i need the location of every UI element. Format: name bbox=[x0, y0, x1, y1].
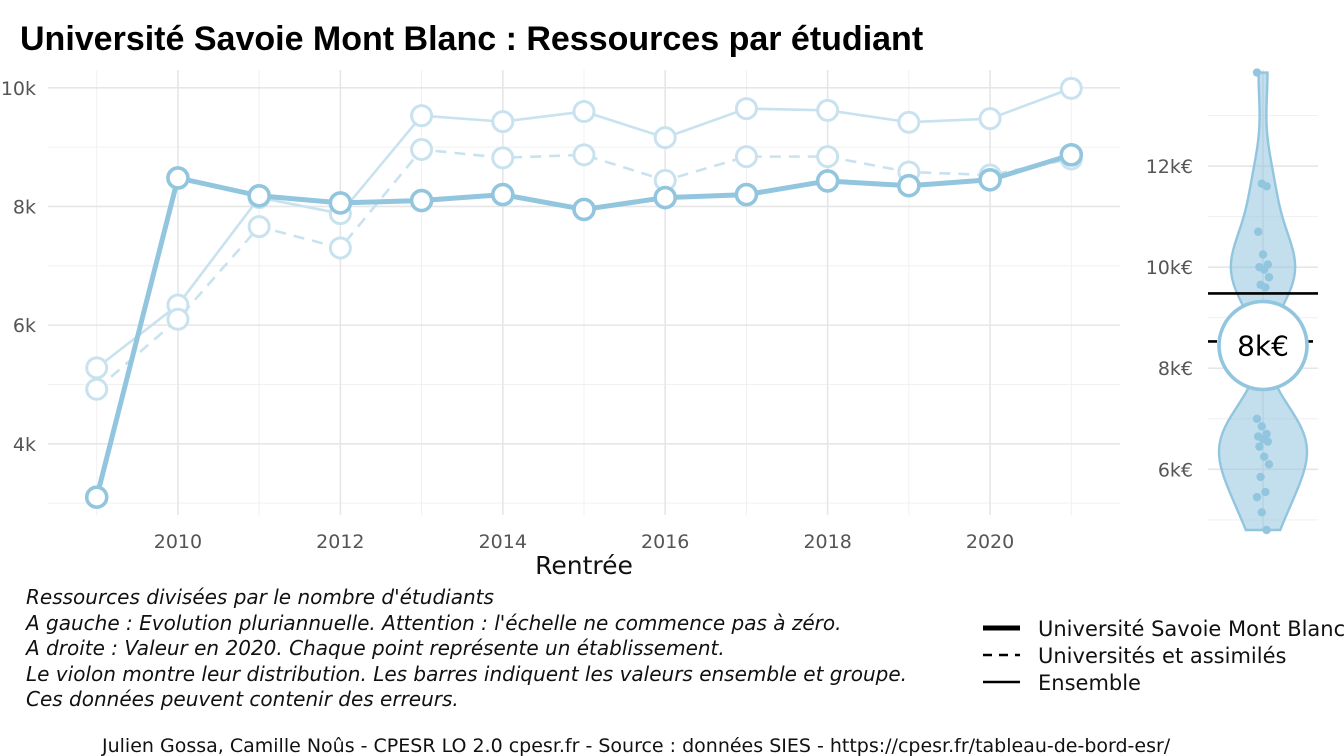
data-point bbox=[734, 97, 758, 121]
establishment-point bbox=[1257, 508, 1267, 517]
data-point bbox=[978, 167, 1002, 192]
highlight-badge bbox=[1217, 299, 1309, 392]
establishment-point bbox=[1262, 182, 1271, 191]
data-point bbox=[816, 98, 840, 122]
establishment-point bbox=[1264, 460, 1274, 469]
caption-line: A droite : Valeur en 2020. Chaque point … bbox=[24, 636, 725, 660]
data-point bbox=[410, 104, 434, 128]
establishment-point bbox=[1258, 250, 1268, 259]
data-point bbox=[816, 145, 840, 169]
y-tick-label: 10k bbox=[1, 78, 36, 100]
establishment-point bbox=[1255, 442, 1264, 451]
data-point bbox=[1059, 143, 1084, 167]
y-tick-label: 8k bbox=[13, 196, 36, 218]
data-point bbox=[247, 215, 271, 239]
x-tick-label: 2014 bbox=[479, 531, 527, 553]
establishment-point bbox=[1254, 227, 1263, 236]
data-point bbox=[490, 182, 515, 207]
x-axis-title: Rentrée bbox=[535, 551, 633, 580]
x-tick-label: 2016 bbox=[641, 531, 689, 553]
data-point bbox=[1059, 76, 1083, 100]
establishment-point bbox=[1252, 68, 1262, 77]
line-panel: 4k 6k 8k 10k 2010 2012 2014 2016 2018 2020 Rentrée bbox=[1, 70, 1120, 580]
establishment-point bbox=[1257, 422, 1267, 431]
data-point bbox=[572, 100, 596, 124]
chart-title: Université Savoie Mont Blanc : Ressource… bbox=[20, 20, 923, 58]
legend: Université Savoie Mont Blanc Universités… bbox=[983, 617, 1344, 695]
legend-label: Université Savoie Mont Blanc bbox=[1038, 617, 1344, 641]
establishment-point bbox=[1260, 265, 1269, 274]
data-point bbox=[734, 145, 758, 169]
y-tick-label: 10k€ bbox=[1146, 257, 1193, 279]
data-point bbox=[978, 107, 1002, 131]
highlight-value-label: 8k€ bbox=[1237, 329, 1289, 362]
data-point bbox=[572, 143, 596, 167]
data-point bbox=[653, 185, 678, 210]
data-point bbox=[572, 197, 596, 222]
data-point bbox=[410, 138, 434, 162]
data-point bbox=[85, 356, 109, 380]
establishment-point bbox=[1263, 437, 1273, 446]
data-point bbox=[897, 173, 921, 198]
data-point bbox=[734, 182, 759, 207]
data-point bbox=[897, 110, 921, 134]
y-tick-label: 12k€ bbox=[1146, 156, 1193, 178]
x-tick-label: 2010 bbox=[154, 531, 202, 553]
series-bold bbox=[84, 143, 1084, 510]
y-tick-label: 8k€ bbox=[1158, 358, 1193, 380]
data-point bbox=[166, 307, 190, 331]
data-point bbox=[491, 146, 515, 170]
data-point bbox=[491, 110, 515, 134]
legend-label: Ensemble bbox=[1038, 671, 1141, 695]
establishment-point bbox=[1252, 492, 1262, 502]
establishment-point bbox=[1262, 525, 1271, 535]
x-tick-label: 2018 bbox=[803, 531, 851, 553]
data-point bbox=[166, 166, 190, 190]
data-point bbox=[815, 169, 840, 193]
violin-panel: 6k€ 8k€ 10k€ 12k€ 8k€ bbox=[1146, 68, 1318, 535]
x-tick-label: 2020 bbox=[966, 531, 1014, 553]
establishment-point bbox=[1264, 273, 1274, 282]
establishment-point bbox=[1256, 472, 1265, 482]
data-point bbox=[328, 191, 353, 215]
y-tick-label: 4k bbox=[13, 434, 36, 456]
caption-line: A gauche : Evolution pluriannuelle. Atte… bbox=[24, 611, 842, 635]
footer-credits: Julien Gossa, Camille Noûs - CPESR LO 2.… bbox=[101, 735, 1171, 756]
data-point bbox=[247, 183, 271, 208]
caption-line: Ces données peuvent contenir des erreurs… bbox=[26, 687, 459, 711]
y-tick-label: 6k€ bbox=[1158, 459, 1193, 481]
data-point bbox=[85, 377, 109, 401]
x-tick-label: 2012 bbox=[316, 531, 364, 553]
y-tick-label: 6k bbox=[13, 315, 36, 337]
establishment-point bbox=[1252, 414, 1262, 423]
establishment-point bbox=[1261, 487, 1270, 497]
establishment-point bbox=[1260, 452, 1269, 461]
establishment-point bbox=[1261, 283, 1270, 292]
caption-line: Ressources divisées par le nombre d'étud… bbox=[26, 585, 494, 609]
legend-label: Universités et assimilés bbox=[1038, 644, 1286, 668]
data-point bbox=[328, 236, 352, 260]
data-point bbox=[653, 126, 677, 150]
data-point bbox=[84, 485, 109, 510]
data-point bbox=[409, 188, 434, 213]
caption-line: Le violon montre leur distribution. Les … bbox=[26, 662, 907, 686]
caption: Ressources divisées par le nombre d'étud… bbox=[24, 585, 907, 711]
